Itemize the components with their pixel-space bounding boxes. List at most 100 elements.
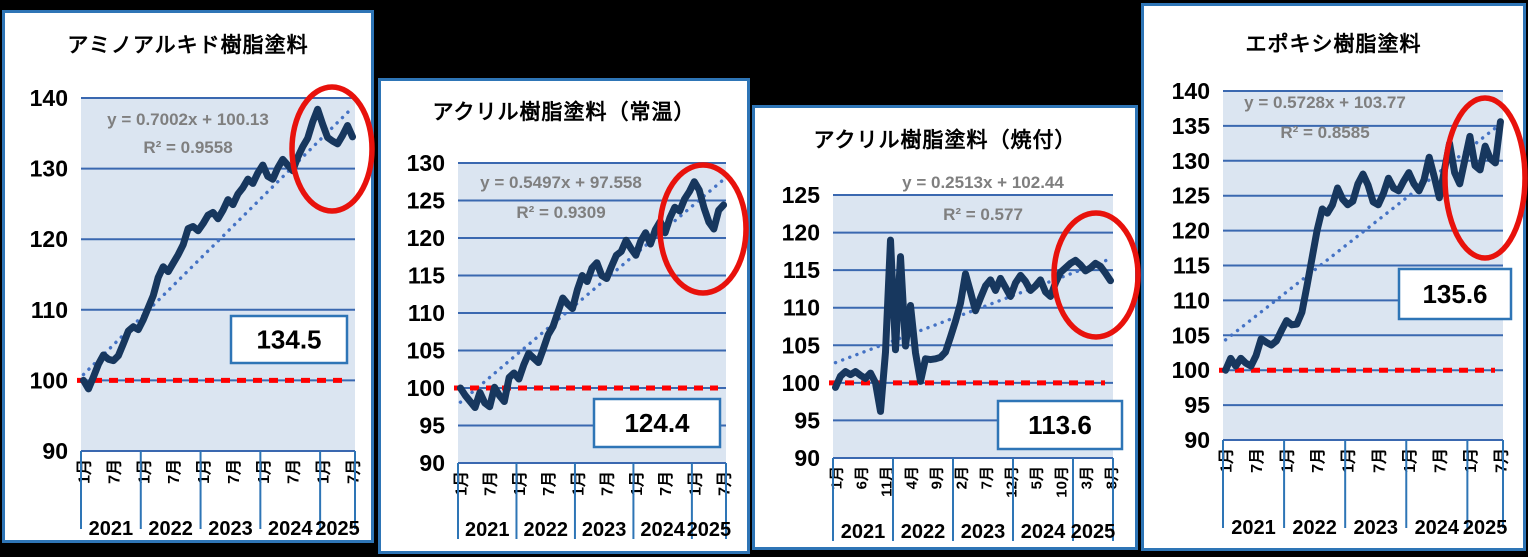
y-axis-tick-label: 125 [407, 188, 446, 214]
recent-highlight-circle [289, 84, 375, 214]
y-axis-tick-label: 110 [783, 295, 820, 321]
x-axis-month-label: 11月 [879, 466, 896, 497]
chart-panel-epoxy-resin-paint: エポキシ樹脂塗料 90 95 100 105 110 115 120 125 130 135 140… [1141, 3, 1528, 551]
x-axis-month-label: 1月 [686, 471, 704, 496]
latest-value-box [996, 399, 1124, 451]
trendline-equation: y = 0.2513x + 102.44 [902, 173, 1064, 192]
x-axis-month-label: 2月 [954, 466, 971, 489]
y-axis-tick-label: 105 [407, 338, 446, 364]
chart-panel-acrylic-resin-paint-baked: アクリル樹脂塗料（焼付） 90 95 100 105 110 115 120 125 y = 0… [752, 105, 1141, 550]
y-axis-tick-label: 100 [30, 367, 68, 393]
trendline [81, 105, 355, 377]
x-axis-year-label: 2021 [465, 519, 510, 541]
x-axis-month-label: 1月 [1279, 448, 1297, 473]
x-axis-month-label: 1月 [452, 471, 470, 496]
y-axis-tick-label: 115 [783, 257, 820, 283]
x-axis-month-label: 1月 [75, 459, 93, 484]
line-chart: 90 95 100 105 110 115 120 125 130 y = 0.5497x + 9… [407, 150, 749, 541]
x-axis-month-label: 1月 [511, 471, 529, 496]
r-squared-label: R² = 0.9309 [516, 203, 605, 222]
chart-panel-acrylic-resin-paint-room-temp: アクリル樹脂塗料（常温） 90 95 100 105 110 115 120 125 130 y … [378, 78, 750, 554]
y-axis-tick-label: 90 [1184, 427, 1210, 453]
trendline [458, 177, 726, 404]
x-axis-year-label: 2021 [841, 521, 886, 543]
x-axis-month-label: 7月 [1431, 448, 1449, 473]
x-axis-year-label: 2025 [687, 519, 732, 541]
x-axis-year-label: 2023 [208, 518, 253, 540]
y-axis-tick-label: 135 [1172, 113, 1211, 139]
x-axis-month-label: 7月 [540, 471, 558, 496]
x-axis-year-label: 2021 [89, 518, 134, 540]
x-axis-month-label: 1月 [135, 459, 153, 484]
x-axis-month-label: 1月 [829, 466, 846, 489]
y-axis-tick-label: 120 [782, 220, 820, 246]
y-axis-tick-label: 95 [419, 413, 445, 439]
x-axis-month-label: 1月 [1462, 448, 1480, 473]
y-axis-tick-label: 110 [408, 300, 445, 326]
x-axis-month-label: 1月 [628, 471, 646, 496]
x-axis-month-label: 1月 [255, 459, 273, 484]
x-axis-month-label: 1月 [195, 459, 213, 484]
chart-title: アクリル樹脂塗料（焼付） [813, 129, 1077, 152]
x-axis-year-label: 2025 [315, 518, 360, 540]
y-axis-tick-label: 120 [407, 225, 445, 251]
index-series-line [456, 178, 728, 411]
index-series-line [1222, 118, 1504, 374]
x-axis-month-label: 7月 [599, 471, 617, 496]
latest-value-box [229, 314, 349, 365]
x-axis-year-label: 2023 [961, 521, 1006, 543]
y-axis-tick-label: 90 [42, 438, 68, 464]
x-axis-month-label: 7月 [285, 459, 303, 484]
x-axis-year-label: 2022 [901, 521, 946, 543]
recent-highlight-circle [1442, 95, 1528, 261]
x-axis-year-label: 2021 [1231, 517, 1276, 539]
x-axis-year-label: 2024 [1415, 517, 1460, 539]
x-axis-month-label: 7月 [657, 471, 675, 496]
x-axis-month-label: 9月 [929, 466, 946, 489]
x-axis-month-label: 7月 [716, 471, 734, 496]
x-axis-month-label: 10月 [1054, 466, 1071, 498]
y-axis-tick-label: 105 [1172, 322, 1211, 348]
latest-value-label: 124.4 [624, 408, 690, 438]
y-axis-tick-label: 95 [1184, 392, 1210, 418]
x-axis-month-label: 6月 [854, 466, 871, 489]
trendline-equation: y = 0.5728x + 103.77 [1244, 93, 1406, 112]
plot-area [81, 98, 355, 451]
x-axis-year-label: 2022 [148, 518, 193, 540]
y-axis-tick-label: 115 [408, 263, 445, 289]
x-axis-year-label: 2025 [1463, 517, 1508, 539]
x-axis-month-label: 7月 [165, 459, 183, 484]
x-axis-month-label: 7月 [1492, 448, 1510, 473]
recent-highlight-circle [1051, 210, 1141, 340]
y-axis-tick-label: 120 [30, 226, 68, 252]
r-squared-label: R² = 0.577 [943, 205, 1023, 224]
y-axis-tick-label: 110 [31, 297, 68, 323]
x-axis-year-label: 2024 [640, 519, 685, 541]
x-axis-month-label: 5月 [1029, 466, 1046, 489]
latest-value-box [592, 397, 722, 449]
x-axis-month-label: 7月 [1248, 448, 1266, 473]
y-axis-tick-label: 125 [782, 182, 821, 208]
x-axis-month-label: 4月 [904, 466, 921, 489]
y-axis-tick-label: 130 [30, 156, 68, 182]
trendline [833, 257, 1113, 365]
chart-panel-aminoalkyd-resin-paint: アミノアルキド樹脂塗料 90 100 110 120 130 140 y = 0.7002x… [2, 10, 375, 543]
x-axis-year-label: 2022 [523, 519, 568, 541]
chart-title: エポキシ樹脂塗料 [1245, 33, 1422, 56]
latest-value-label: 134.5 [256, 325, 321, 355]
trendline-equation: y = 0.5497x + 97.558 [480, 173, 642, 192]
x-axis-month-label: 7月 [979, 466, 996, 489]
x-axis-month-label: 1月 [569, 471, 587, 496]
r-squared-label: R² = 0.9558 [143, 138, 232, 157]
x-axis-month-label: 7月 [225, 459, 243, 484]
line-chart: 90 95 100 105 110 115 120 125 y = 0.2513x + 102.… [782, 173, 1141, 543]
chart-title: アクリル樹脂塗料（常温） [432, 101, 696, 124]
r-squared-label: R² = 0.8585 [1280, 123, 1369, 142]
x-axis-month-label: 7月 [105, 459, 123, 484]
line-chart: 90 95 100 105 110 115 120 125 130 135 140 y = 0.572… [1172, 78, 1528, 539]
y-axis-tick-label: 140 [1172, 78, 1210, 104]
y-axis-tick-label: 95 [794, 407, 820, 433]
x-axis-month-label: 7月 [1309, 448, 1327, 473]
x-axis-month-label: 1月 [1218, 448, 1236, 473]
latest-value-label: 135.6 [1422, 279, 1487, 309]
